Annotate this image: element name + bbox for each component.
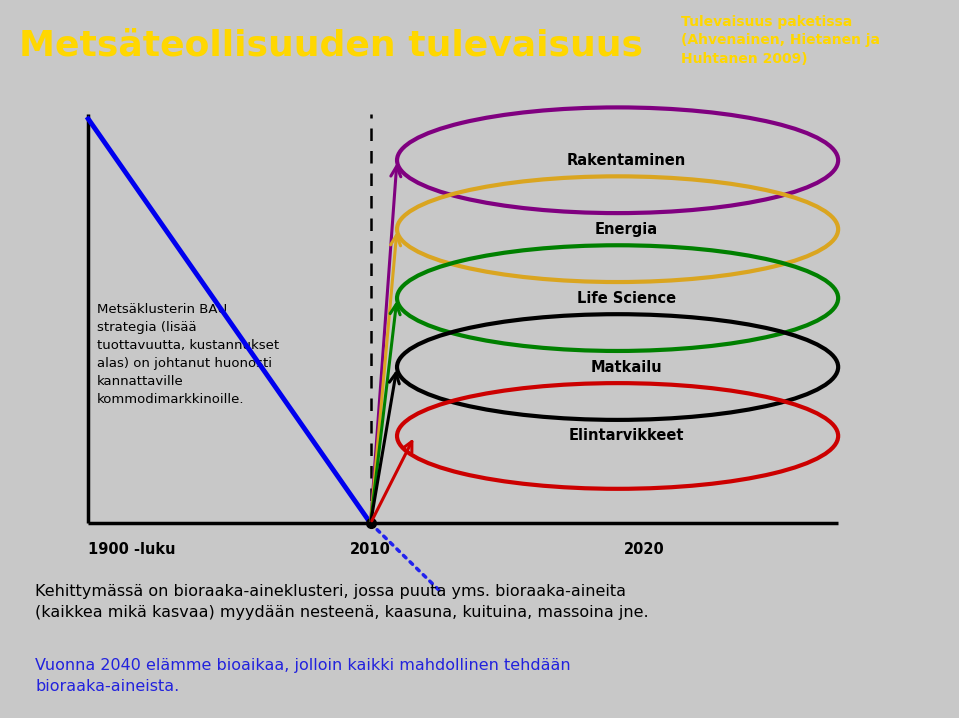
- Text: 2010: 2010: [350, 541, 391, 556]
- Text: Kehittymässä on bioraaka-aineklusteri, jossa puuta yms. bioraaka-aineita
(kaikke: Kehittymässä on bioraaka-aineklusteri, j…: [35, 584, 649, 620]
- Text: Tulevaisuus paketissa
(Ahvenainen, Hietanen ja
Huhtanen 2009): Tulevaisuus paketissa (Ahvenainen, Hieta…: [681, 15, 880, 66]
- Text: Life Science: Life Science: [577, 291, 676, 306]
- Text: 2020: 2020: [623, 541, 665, 556]
- Text: Energia: Energia: [595, 222, 658, 237]
- Text: Metsäteollisuuden tulevaisuus: Metsäteollisuuden tulevaisuus: [19, 28, 643, 62]
- Text: Matkailu: Matkailu: [591, 360, 663, 375]
- Text: Rakentaminen: Rakentaminen: [567, 153, 686, 168]
- Text: Elintarvikkeet: Elintarvikkeet: [569, 429, 684, 444]
- Text: Vuonna 2040 elämme bioaikaa, jolloin kaikki mahdollinen tehdään
bioraaka-aineist: Vuonna 2040 elämme bioaikaa, jolloin kai…: [35, 658, 571, 694]
- Text: Metsäklusterin BAU
strategia (lisää
tuottavuutta, kustannukset
alas) on johtanut: Metsäklusterin BAU strategia (lisää tuot…: [97, 303, 279, 406]
- Text: 1900 -luku: 1900 -luku: [88, 541, 175, 556]
